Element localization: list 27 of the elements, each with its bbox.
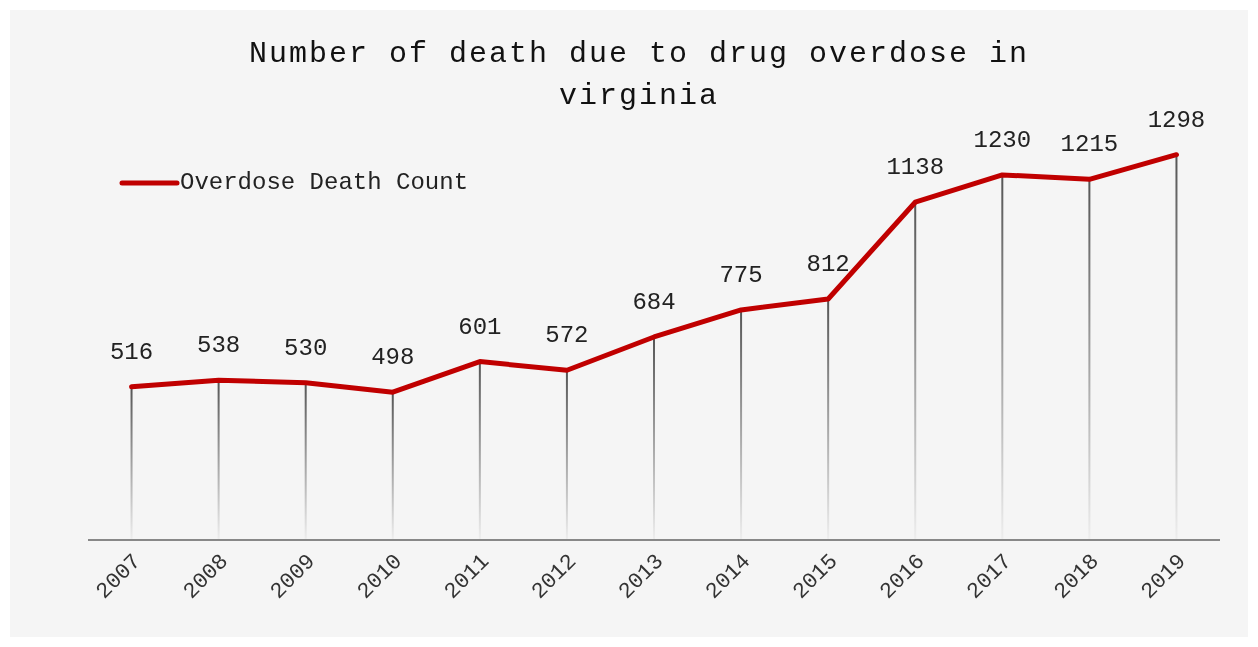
bar (827, 298, 830, 540)
chart-title: Number of death due to drug overdose in virginia (248, 37, 1030, 113)
bar (478, 361, 481, 540)
data-label: 1230 (973, 126, 1032, 154)
bar (217, 380, 220, 540)
bar (391, 392, 394, 540)
data-label: 1138 (886, 154, 945, 182)
bar (130, 386, 133, 540)
data-label: 498 (371, 344, 415, 372)
bar (565, 370, 568, 540)
data-label: 601 (458, 313, 502, 341)
data-label: 775 (719, 261, 763, 289)
data-label: 684 (632, 288, 676, 316)
bar (1001, 174, 1004, 540)
bar (1088, 179, 1091, 540)
bar (740, 309, 743, 540)
data-label: 516 (109, 338, 154, 366)
data-label: 812 (806, 250, 850, 278)
data-label: 538 (197, 332, 241, 360)
legend-label: Overdose Death Count (180, 169, 469, 197)
data-label: 572 (545, 322, 589, 350)
bar (304, 382, 307, 540)
data-label: 530 (284, 334, 328, 362)
bar (1175, 154, 1178, 540)
data-label: 1298 (1147, 106, 1206, 134)
data-label: 1215 (1060, 131, 1119, 159)
bar (653, 336, 655, 540)
